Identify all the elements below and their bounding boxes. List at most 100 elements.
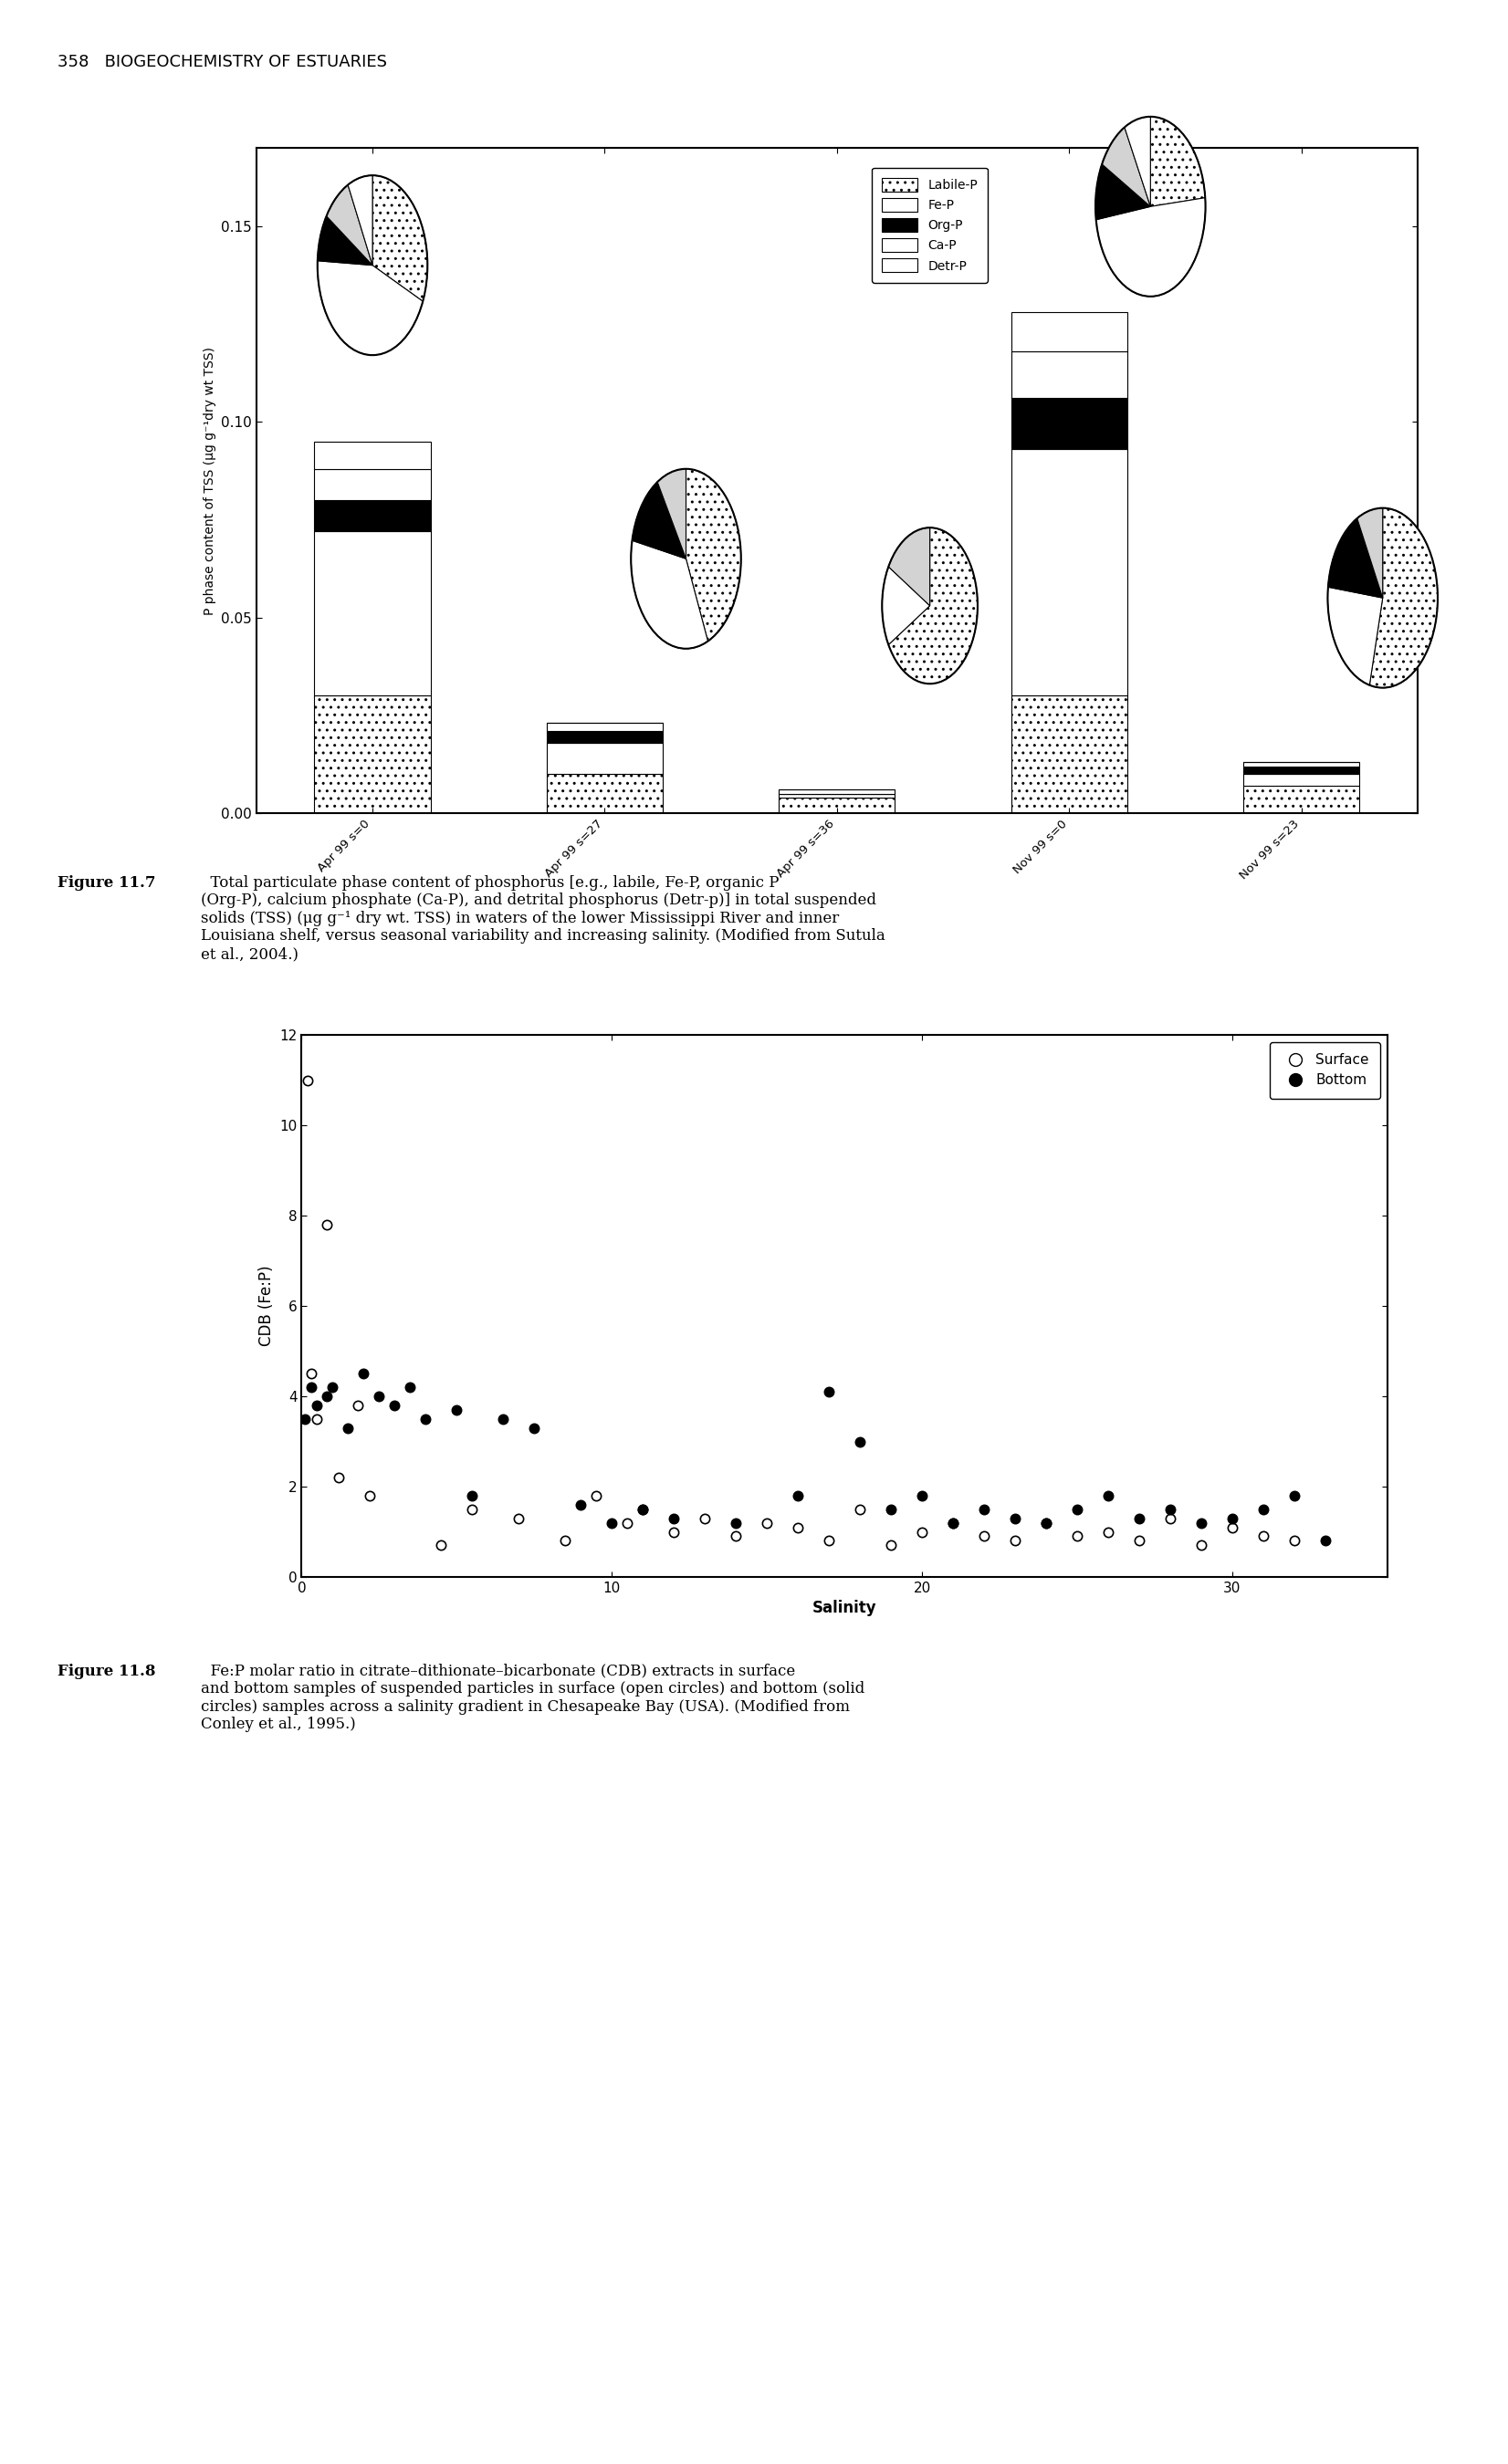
Point <box>1190 1525 1214 1565</box>
Point <box>847 1488 872 1528</box>
Bar <box>315 468 431 500</box>
Point <box>492 1400 516 1439</box>
Wedge shape <box>1327 586 1383 685</box>
Wedge shape <box>372 175 427 301</box>
Point <box>847 1422 872 1461</box>
Point <box>305 1400 329 1439</box>
Point <box>430 1525 454 1565</box>
Bar <box>547 732 664 742</box>
Point <box>1065 1518 1089 1557</box>
Y-axis label: P phase content of TSS (μg g⁻¹dry wt TSS): P phase content of TSS (μg g⁻¹dry wt TSS… <box>204 347 216 614</box>
Point <box>1158 1498 1182 1538</box>
Wedge shape <box>888 527 930 606</box>
Point <box>305 1385 329 1424</box>
Point <box>1096 1476 1120 1515</box>
Point <box>615 1503 639 1542</box>
Text: Figure 11.8: Figure 11.8 <box>57 1663 155 1678</box>
Bar <box>547 722 664 732</box>
Point <box>507 1498 531 1538</box>
Point <box>786 1508 810 1547</box>
Text: Fe:P molar ratio in citrate–dithionate–bicarbonate (CDB) extracts in surface
and: Fe:P molar ratio in citrate–dithionate–b… <box>201 1663 864 1732</box>
Point <box>1003 1498 1027 1538</box>
Bar <box>547 742 664 774</box>
Point <box>336 1409 360 1449</box>
Bar <box>780 788 896 793</box>
Point <box>584 1476 608 1515</box>
Bar <box>1012 313 1128 352</box>
Point <box>398 1368 422 1407</box>
Point <box>941 1503 965 1542</box>
Point <box>662 1513 686 1552</box>
Point <box>879 1525 903 1565</box>
Point <box>692 1498 716 1538</box>
Point <box>909 1513 933 1552</box>
Wedge shape <box>632 483 686 559</box>
Wedge shape <box>1095 165 1151 219</box>
Point <box>1003 1520 1027 1560</box>
Wedge shape <box>318 261 422 355</box>
Point <box>296 1060 320 1099</box>
Point <box>1190 1503 1214 1542</box>
Point <box>817 1372 841 1412</box>
Wedge shape <box>1329 517 1383 599</box>
Point <box>293 1400 317 1439</box>
Point <box>1252 1518 1276 1557</box>
Point <box>569 1486 593 1525</box>
Bar <box>1244 761 1360 766</box>
Point <box>724 1518 748 1557</box>
Point <box>1252 1488 1276 1528</box>
Point <box>553 1520 578 1560</box>
Point <box>314 1205 338 1244</box>
Bar <box>780 793 896 798</box>
Wedge shape <box>326 185 372 266</box>
Point <box>630 1488 654 1528</box>
Point <box>445 1390 469 1429</box>
Point <box>879 1488 903 1528</box>
Point <box>786 1476 810 1515</box>
Wedge shape <box>657 468 686 559</box>
Point <box>973 1518 997 1557</box>
Bar <box>547 774 664 813</box>
Point <box>1034 1503 1059 1542</box>
Point <box>1220 1498 1244 1538</box>
Wedge shape <box>1151 116 1205 207</box>
Bar <box>315 532 431 695</box>
Wedge shape <box>882 567 930 646</box>
Point <box>460 1476 484 1515</box>
Point <box>1282 1520 1306 1560</box>
Point <box>357 1476 382 1515</box>
Wedge shape <box>686 468 740 641</box>
Point <box>1065 1488 1089 1528</box>
Point <box>817 1520 841 1560</box>
Wedge shape <box>888 527 977 685</box>
Bar <box>1012 399 1128 448</box>
Point <box>1158 1488 1182 1528</box>
Text: Figure 11.7: Figure 11.7 <box>57 875 155 890</box>
Bar <box>1244 774 1360 786</box>
Point <box>1313 1520 1338 1560</box>
Bar <box>1244 786 1360 813</box>
Wedge shape <box>1125 116 1151 207</box>
Bar <box>780 798 896 813</box>
Wedge shape <box>1096 197 1205 296</box>
Legend: Surface, Bottom: Surface, Bottom <box>1270 1042 1380 1099</box>
Point <box>1282 1476 1306 1515</box>
Point <box>1220 1508 1244 1547</box>
Wedge shape <box>348 175 372 266</box>
Point <box>327 1459 351 1498</box>
Point <box>460 1488 484 1528</box>
Point <box>366 1377 391 1417</box>
Bar <box>315 500 431 532</box>
Point <box>1096 1513 1120 1552</box>
Y-axis label: CDB (Fe:P): CDB (Fe:P) <box>258 1266 274 1345</box>
Point <box>909 1476 933 1515</box>
Point <box>413 1400 437 1439</box>
Text: 358   BIOGEOCHEMISTRY OF ESTUARIES: 358 BIOGEOCHEMISTRY OF ESTUARIES <box>57 54 388 71</box>
Point <box>941 1503 965 1542</box>
Wedge shape <box>630 540 707 648</box>
X-axis label: Salinity: Salinity <box>813 1599 876 1616</box>
Legend: Labile-P, Fe-P, Org-P, Ca-P, Detr-P: Labile-P, Fe-P, Org-P, Ca-P, Detr-P <box>872 168 988 283</box>
Point <box>973 1488 997 1528</box>
Point <box>383 1385 407 1424</box>
Wedge shape <box>1357 508 1383 599</box>
